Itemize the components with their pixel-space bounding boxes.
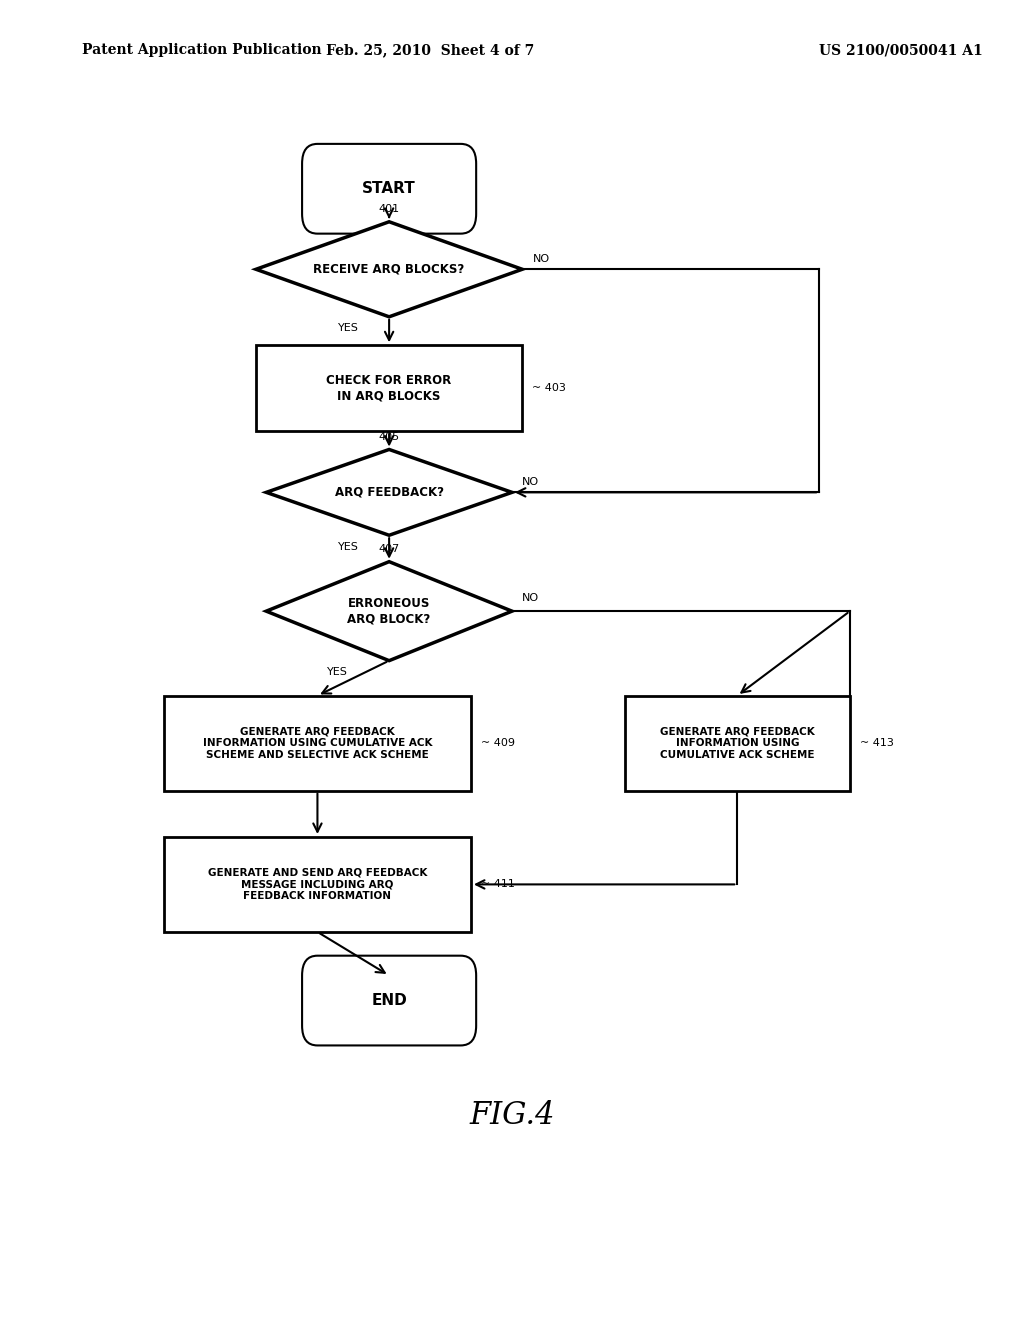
Text: CHECK FOR ERROR
IN ARQ BLOCKS: CHECK FOR ERROR IN ARQ BLOCKS [327,374,452,403]
Text: ERRONEOUS
ARQ BLOCK?: ERRONEOUS ARQ BLOCK? [347,597,431,626]
FancyBboxPatch shape [302,144,476,234]
FancyBboxPatch shape [625,696,850,791]
Text: RECEIVE ARQ BLOCKS?: RECEIVE ARQ BLOCKS? [313,263,465,276]
Text: YES: YES [338,541,358,552]
Text: US 2100/0050041 A1: US 2100/0050041 A1 [819,44,983,57]
Polygon shape [256,222,522,317]
FancyBboxPatch shape [164,696,471,791]
Text: ~ 411: ~ 411 [481,879,515,890]
Text: 405: 405 [379,432,400,441]
Text: GENERATE AND SEND ARQ FEEDBACK
MESSAGE INCLUDING ARQ
FEEDBACK INFORMATION: GENERATE AND SEND ARQ FEEDBACK MESSAGE I… [208,867,427,902]
Text: YES: YES [328,667,348,677]
Text: START: START [362,181,416,197]
Text: YES: YES [338,323,358,334]
Text: ~ 409: ~ 409 [481,738,515,748]
Text: NO: NO [522,593,540,603]
Text: NO: NO [532,253,550,264]
Text: 401: 401 [379,203,400,214]
Text: ~ 403: ~ 403 [532,383,566,393]
Text: FIG.4: FIG.4 [469,1100,555,1131]
FancyBboxPatch shape [256,346,522,430]
Text: GENERATE ARQ FEEDBACK
INFORMATION USING
CUMULATIVE ACK SCHEME: GENERATE ARQ FEEDBACK INFORMATION USING … [659,726,815,760]
Text: Feb. 25, 2010  Sheet 4 of 7: Feb. 25, 2010 Sheet 4 of 7 [326,44,535,57]
FancyBboxPatch shape [302,956,476,1045]
Text: END: END [372,993,407,1008]
Polygon shape [266,562,512,660]
Text: GENERATE ARQ FEEDBACK
INFORMATION USING CUMULATIVE ACK
SCHEME AND SELECTIVE ACK : GENERATE ARQ FEEDBACK INFORMATION USING … [203,726,432,760]
FancyBboxPatch shape [164,837,471,932]
Text: 407: 407 [379,544,400,554]
Text: ~ 413: ~ 413 [860,738,894,748]
Text: ARQ FEEDBACK?: ARQ FEEDBACK? [335,486,443,499]
Text: NO: NO [522,477,540,487]
Polygon shape [266,449,512,536]
Text: Patent Application Publication: Patent Application Publication [82,44,322,57]
